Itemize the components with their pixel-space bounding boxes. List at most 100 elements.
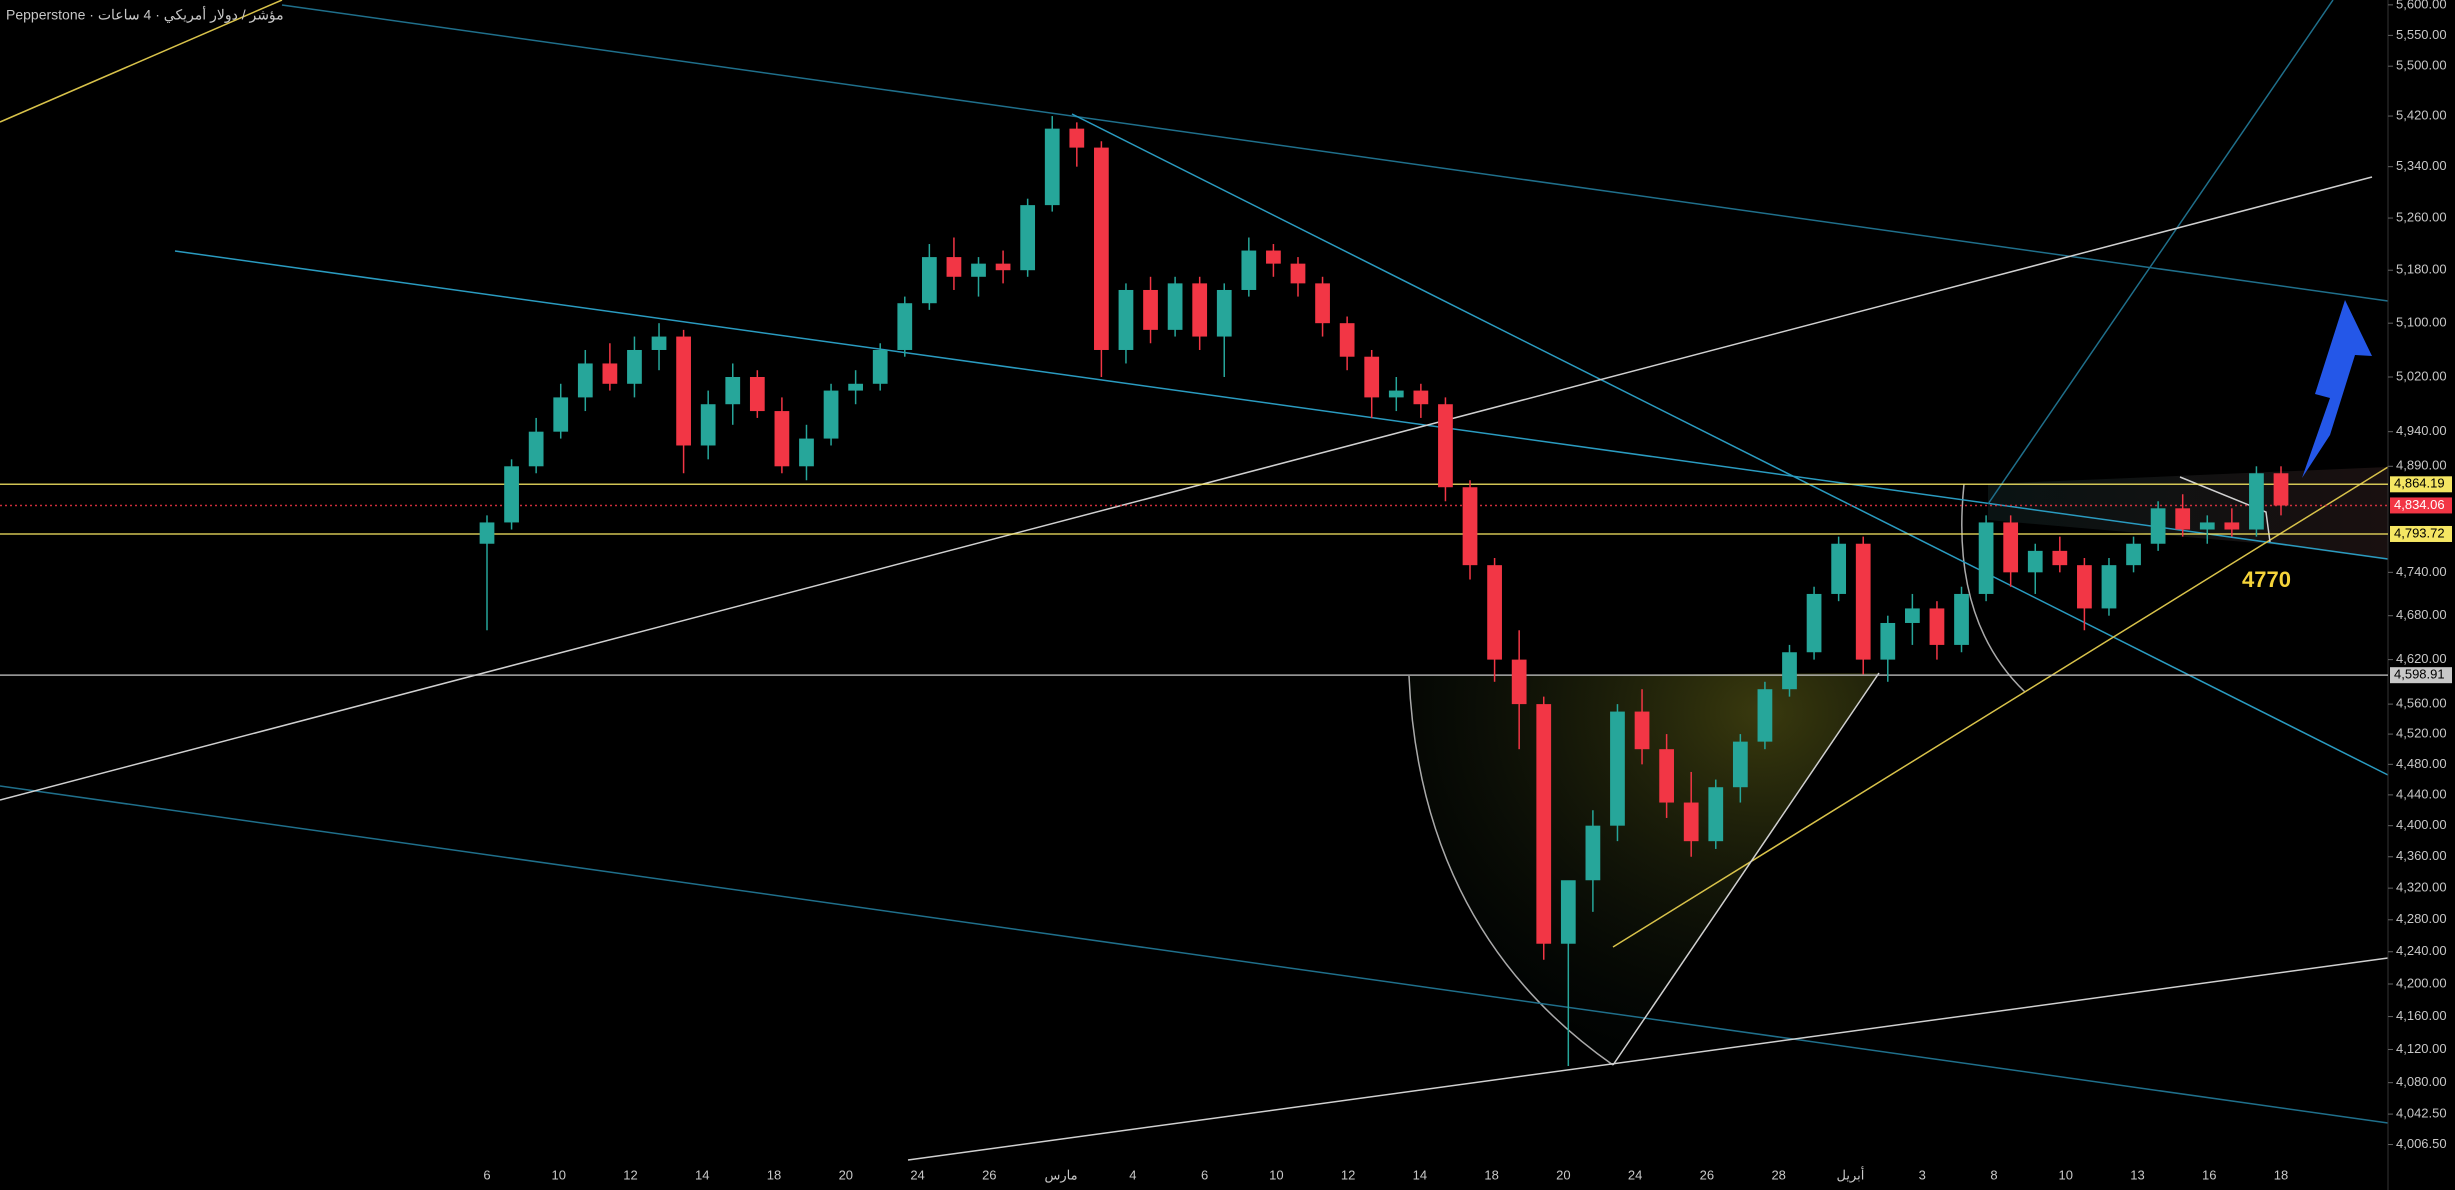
x-tick-label: 18 (2274, 1167, 2288, 1182)
y-tick-label: 4,120.00 (2396, 1041, 2447, 1056)
y-tick-label: 5,420.00 (2396, 107, 2447, 122)
candle-body (1216, 289, 1232, 337)
candle-body (2224, 522, 2240, 530)
candle-body (1929, 608, 1945, 645)
candle-body (1880, 622, 1896, 660)
candle-body (971, 263, 986, 277)
trend-line (1612, 672, 1880, 1066)
candle-body (848, 383, 864, 391)
y-tick-label: 4,620.00 (2396, 651, 2447, 666)
candle-body (1020, 205, 1036, 271)
candle-body (725, 376, 741, 405)
y-tick-label: 5,500.00 (2396, 58, 2447, 73)
candle-body (1143, 289, 1158, 330)
y-tick-label: 4,160.00 (2396, 1008, 2447, 1023)
candle-body (577, 363, 593, 398)
y-tick-label: 4,360.00 (2396, 848, 2447, 863)
candle-body (872, 349, 888, 384)
candle-body (2150, 508, 2166, 544)
candle-body (897, 303, 913, 350)
candle-body (1339, 323, 1355, 357)
candle-body (651, 336, 667, 350)
x-tick-label: أبريل (1837, 1166, 1865, 1183)
candle-body (1118, 289, 1134, 350)
drawings (0, 0, 2389, 1161)
trend-line (1612, 466, 2389, 948)
y-tick-label: 4,240.00 (2396, 943, 2447, 958)
y-tick-label: 5,020.00 (2396, 368, 2447, 383)
x-tick-label: 10 (1269, 1167, 1283, 1182)
candle-body (1978, 522, 1994, 594)
x-tick-label: 14 (695, 1167, 709, 1182)
y-tick-label: 4,080.00 (2396, 1074, 2447, 1089)
level-tag (2390, 525, 2452, 542)
trend-line (174, 250, 2389, 560)
candle-body (2199, 522, 2215, 530)
candle-body (1487, 565, 1502, 660)
level-tag (2390, 667, 2452, 684)
candle-body (1388, 390, 1404, 398)
candle-body (2101, 565, 2117, 609)
fan-area (1409, 673, 1879, 1065)
candle-body (1831, 543, 1847, 594)
y-tick-label: 4,042.50 (2396, 1106, 2447, 1121)
x-tick-label: 18 (767, 1167, 781, 1182)
trend-line (281, 4, 2389, 302)
candle-body (1315, 283, 1330, 324)
candle-body (1954, 593, 1969, 645)
y-tick-label: 4,890.00 (2396, 458, 2447, 473)
candle-body (1757, 689, 1773, 742)
candle-body (1413, 390, 1429, 405)
y-tick-label: 4,006.50 (2396, 1136, 2447, 1151)
candle-body (1634, 711, 1650, 750)
y-tick-label: 4,400.00 (2396, 817, 2447, 832)
y-tick-label: 5,180.00 (2396, 262, 2447, 277)
x-tick-label: 18 (1484, 1167, 1498, 1182)
candle-body (1290, 263, 1306, 284)
trend-line (0, 785, 2389, 1124)
annotation: 4770 (2242, 567, 2291, 592)
candle-body (2175, 508, 2191, 530)
x-tick-label: 10 (2058, 1167, 2072, 1182)
x-tick-label: 13 (2130, 1167, 2144, 1182)
x-tick-label: 10 (552, 1167, 566, 1182)
candle-body (1904, 608, 1920, 623)
y-tick-label: 4,680.00 (2396, 607, 2447, 622)
x-tick-label: 6 (483, 1167, 490, 1182)
candle-body (2027, 550, 2043, 573)
candle-body (749, 376, 765, 412)
x-tick-label: 14 (1413, 1167, 1427, 1182)
candle-body (1364, 356, 1380, 398)
candle-body (1683, 802, 1699, 842)
chart-title: Pepperstone · مؤشر / دولار أمريكي · 4 سا… (6, 5, 284, 24)
candle-body (2052, 550, 2068, 566)
x-tick-label: 26 (982, 1167, 996, 1182)
candle-body (1069, 128, 1085, 148)
x-tick-label: 6 (1201, 1167, 1208, 1182)
candle-body (1536, 704, 1552, 944)
candle-body (1167, 283, 1183, 330)
candle-body (1192, 283, 1208, 337)
candle-body (1855, 543, 1871, 660)
y-tick-label: 4,520.00 (2396, 726, 2447, 741)
level-tag (2390, 497, 2452, 514)
level-label: 4,793.72 (2394, 525, 2445, 540)
candle-body (1241, 250, 1257, 290)
fan-arc (1408, 675, 1614, 1066)
candle-body (627, 349, 642, 384)
candle-body (1610, 711, 1625, 826)
x-tick-label: 24 (910, 1167, 924, 1182)
y-tick-label: 4,200.00 (2396, 975, 2447, 990)
candle-body (2077, 565, 2092, 609)
fan-arc (1961, 483, 2026, 693)
candle-body (774, 411, 790, 467)
x-tick-label: 20 (839, 1167, 853, 1182)
y-tick-label: 5,340.00 (2396, 158, 2447, 173)
y-tick-label: 4,280.00 (2396, 911, 2447, 926)
candle-body (479, 522, 495, 544)
candle-body (1659, 749, 1674, 803)
trend-line (1071, 113, 2389, 776)
y-tick-label: 5,100.00 (2396, 315, 2447, 330)
